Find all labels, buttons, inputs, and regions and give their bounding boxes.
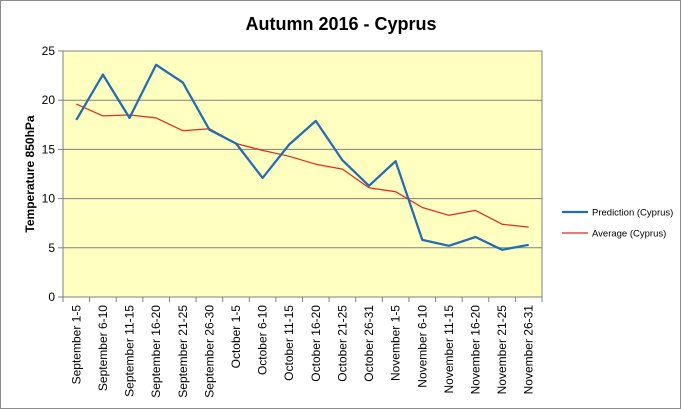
x-tick-label: September 1-5 xyxy=(69,305,83,385)
y-tick-label: 5 xyxy=(48,241,55,255)
y-axis-ticks: 0 5 10 15 20 25 xyxy=(42,44,63,304)
plot-area xyxy=(62,50,543,298)
y-axis-label: Temperature 850hPa xyxy=(23,115,37,232)
x-axis-ticks: September 1-5 September 6-10 September 11-… xyxy=(62,296,543,398)
x-tick-label: October 11-15 xyxy=(282,305,296,381)
x-tick-label: November 6-10 xyxy=(415,305,429,388)
x-tick-label: November 11-15 xyxy=(442,305,456,394)
grid-lines xyxy=(63,50,542,249)
x-tick-label: October 21-25 xyxy=(335,305,349,382)
series-lines xyxy=(75,63,529,251)
x-tick-label: October 6-10 xyxy=(256,305,270,375)
y-tick-label: 0 xyxy=(48,290,55,304)
legend: Prediction (Cyprus) Average (Cyprus) xyxy=(562,208,673,240)
y-tick-label: 15 xyxy=(42,142,56,156)
x-tick-label: September 6-10 xyxy=(96,305,110,391)
x-tick-label: September 11-15 xyxy=(123,305,137,397)
x-tick-label: September 21-25 xyxy=(176,305,190,398)
x-tick-label: October 1-5 xyxy=(229,305,243,369)
series-line-0 xyxy=(75,63,529,251)
x-tick-label: October 26-31 xyxy=(362,305,376,382)
x-tick-label: November 26-31 xyxy=(522,305,536,395)
y-tick-label: 10 xyxy=(42,192,56,206)
x-tick-label: September 16-20 xyxy=(149,305,163,398)
legend-label-1: Average (Cyprus) xyxy=(592,229,666,240)
y-tick-label: 20 xyxy=(42,93,56,107)
x-tick-label: November 16-20 xyxy=(468,305,482,395)
y-tick-label: 25 xyxy=(42,44,56,58)
x-tick-label: November 1-5 xyxy=(389,305,403,381)
series-line-1 xyxy=(76,103,529,228)
x-tick-label: November 21-25 xyxy=(495,305,509,395)
legend-label-0: Prediction (Cyprus) xyxy=(592,208,673,219)
chart-title: Autumn 2016 - Cyprus xyxy=(245,14,436,34)
x-tick-label: October 16-20 xyxy=(309,305,323,382)
x-tick-label: September 26-30 xyxy=(202,305,216,398)
